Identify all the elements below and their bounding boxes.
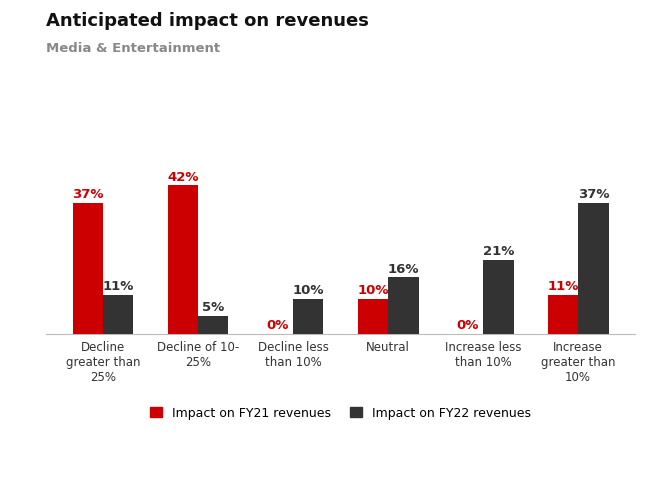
Text: 5%: 5%: [202, 301, 225, 314]
Text: 11%: 11%: [103, 280, 134, 293]
Bar: [483, 260, 514, 334]
Bar: [548, 295, 578, 334]
Text: 11%: 11%: [548, 280, 578, 293]
Bar: [293, 299, 324, 334]
Bar: [388, 277, 419, 334]
Text: 0%: 0%: [267, 319, 289, 332]
Text: 10%: 10%: [357, 284, 388, 297]
Text: 0%: 0%: [457, 319, 479, 332]
Text: 37%: 37%: [578, 189, 609, 201]
Bar: [103, 295, 134, 334]
Bar: [578, 203, 608, 334]
Text: Anticipated impact on revenues: Anticipated impact on revenues: [46, 12, 369, 30]
Text: 16%: 16%: [388, 263, 419, 275]
Legend: Impact on FY21 revenues, Impact on FY22 revenues: Impact on FY21 revenues, Impact on FY22 …: [150, 407, 531, 419]
Bar: [168, 186, 198, 334]
Text: 21%: 21%: [483, 245, 514, 258]
Bar: [198, 316, 229, 334]
Text: 42%: 42%: [167, 171, 198, 184]
Bar: [358, 299, 388, 334]
Bar: [73, 203, 103, 334]
Text: 37%: 37%: [72, 189, 103, 201]
Text: 10%: 10%: [293, 284, 324, 297]
Text: Media & Entertainment: Media & Entertainment: [46, 42, 220, 55]
